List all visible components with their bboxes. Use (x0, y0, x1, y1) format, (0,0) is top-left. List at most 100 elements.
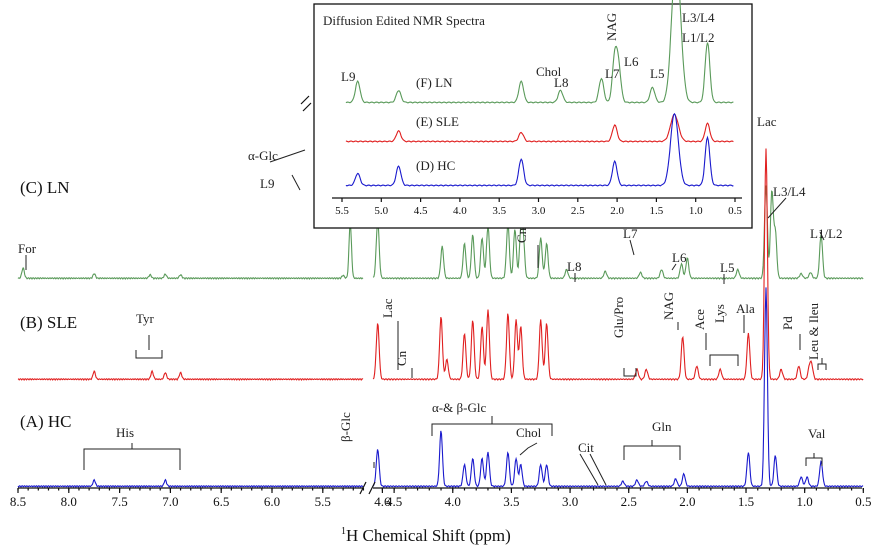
label-connector (805, 453, 823, 466)
inset-x-tick-label: 2.0 (610, 205, 624, 217)
peak-label: Gln (652, 419, 672, 434)
peak-label: Cn (394, 350, 409, 366)
peak-label: L7 (623, 226, 638, 241)
peak-label: NAG (661, 292, 676, 320)
inset-x-tick-label: 5.0 (374, 205, 388, 217)
inset-peak-label: NAG (604, 13, 619, 41)
peak-label: Val (808, 426, 826, 441)
x-tick-label: 4.0 (445, 494, 461, 509)
inset-peak-label: L8 (554, 75, 568, 90)
inset-peak-label: L9 (341, 69, 355, 84)
inset-peak-label: L7 (605, 66, 620, 81)
inset-peak-label: Chol (536, 64, 562, 79)
inset-x-tick-label: 2.5 (571, 205, 585, 217)
main-spectra: (C) LN (B) SLE (A) HC For L9 Cn L8 L7 L6 L5 L3/L4 L… (17, 114, 864, 488)
peak-label: L9 (260, 176, 274, 191)
inset-x-tick-label: 1.0 (689, 205, 703, 217)
label-connector (671, 263, 677, 271)
x-tick-label: 0.5 (855, 494, 871, 509)
inset-series-label: (E) SLE (416, 114, 459, 129)
inset-peak-label: L3/L4 (682, 10, 715, 25)
inset-peak-label: L6 (624, 54, 639, 69)
peak-label: Pd (780, 316, 795, 330)
peak-label: L8 (567, 259, 581, 274)
inset-x-tick-label: 4.0 (453, 205, 467, 217)
label-connector (819, 231, 825, 241)
label-connector (767, 197, 787, 219)
x-axis-title-text: H Chemical Shift (ppm) (346, 526, 511, 545)
x-tick-label: 3.5 (503, 494, 519, 509)
peak-label: Tyr (136, 311, 155, 326)
peak-label: Ala (736, 301, 755, 316)
inset-spectrum (345, 112, 734, 187)
peak-label-lac-top: Lac (757, 114, 777, 129)
x-tick-label: 1.0 (797, 494, 813, 509)
inset-spectrum (345, 0, 734, 104)
spectrum-ahc-right (372, 287, 864, 488)
label-connector (83, 443, 181, 470)
peak-label: α-& β-Glc (432, 400, 486, 415)
x-tick-label: 7.0 (162, 494, 178, 509)
label-connector (629, 239, 635, 256)
x-tick-label: 2.0 (679, 494, 695, 509)
x-axis-title-superscript: 1 (341, 526, 346, 537)
x-tick-label: 7.5 (111, 494, 127, 509)
spectrum-cln-right (372, 185, 864, 280)
peak-label: Cn (514, 227, 529, 243)
inset-frame (313, 3, 753, 229)
label-connector (817, 358, 827, 370)
label-connector (269, 149, 306, 163)
inset-title: Diffusion Edited NMR Spectra (323, 13, 485, 28)
spectrum-bsle-left (17, 369, 364, 381)
peak-label: L5 (720, 260, 734, 275)
inset-series-label: (D) HC (416, 158, 455, 173)
inset-x-tick-label: 5.5 (335, 205, 349, 217)
inset-x-tick-label: 1.5 (650, 205, 664, 217)
x-tick-label: 3.0 (562, 494, 578, 509)
peak-label: β-Glc (338, 412, 353, 442)
x-tick-label: 6.5 (213, 494, 229, 509)
label-connector (623, 368, 637, 377)
label-connector (579, 453, 599, 486)
spectrum-bsle-right (372, 148, 864, 381)
peak-label: Cit (578, 440, 594, 455)
peak-label: Lac (380, 298, 395, 318)
peak-label: His (116, 425, 134, 440)
peak-label: α-Glc (248, 148, 278, 163)
x-tick-label: 2.5 (621, 494, 637, 509)
peak-label: L3/L4 (773, 184, 806, 199)
x-axis-title: 1H Chemical Shift (ppm) (341, 526, 511, 545)
inset-peak-label: L1/L2 (682, 30, 715, 45)
x-tick-label: 1.5 (738, 494, 754, 509)
series-label: (A) HC (20, 412, 71, 431)
x-tick-label: 4.6 (374, 494, 391, 509)
label-connector (709, 354, 739, 366)
main-x-axis: 8.5 8.0 7.5 7.0 6.5 6.0 5.5 4.6 4.5 4.0 3.5 3.0 2.5 2… (10, 95, 871, 509)
x-tick-label: 8.5 (10, 494, 26, 509)
peak-label: Leu & Ileu (806, 302, 821, 360)
peak-label: Chol (516, 425, 542, 440)
inset-x-tick-label: 3.0 (532, 205, 546, 217)
x-tick-label: 6.0 (264, 494, 280, 509)
label-connector (519, 442, 538, 456)
inset-x-tick-label: 3.5 (492, 205, 506, 217)
inset-x-tick-label: 4.5 (414, 205, 428, 217)
x-tick-label: 8.0 (61, 494, 77, 509)
peak-label: Lys (712, 304, 727, 323)
peak-label: L6 (672, 250, 687, 265)
peak-label: L1/L2 (810, 226, 843, 241)
label-connector (431, 416, 553, 436)
series-label: (B) SLE (20, 313, 77, 332)
inset-peak-label: L5 (650, 66, 664, 81)
inset-panel: Diffusion Edited NMR Spectra (F) LN (E) SL… (313, 0, 753, 229)
peak-label: Glu/Pro (611, 297, 626, 338)
label-connector (623, 440, 681, 460)
spectrum-cln-left (17, 223, 364, 280)
label-connector (291, 174, 301, 191)
series-label: (C) LN (20, 178, 70, 197)
peak-break-mark (300, 95, 312, 112)
peak-label: For (18, 241, 37, 256)
inset-x-tick-label: 0.5 (728, 205, 742, 217)
x-tick-label: 5.5 (315, 494, 331, 509)
